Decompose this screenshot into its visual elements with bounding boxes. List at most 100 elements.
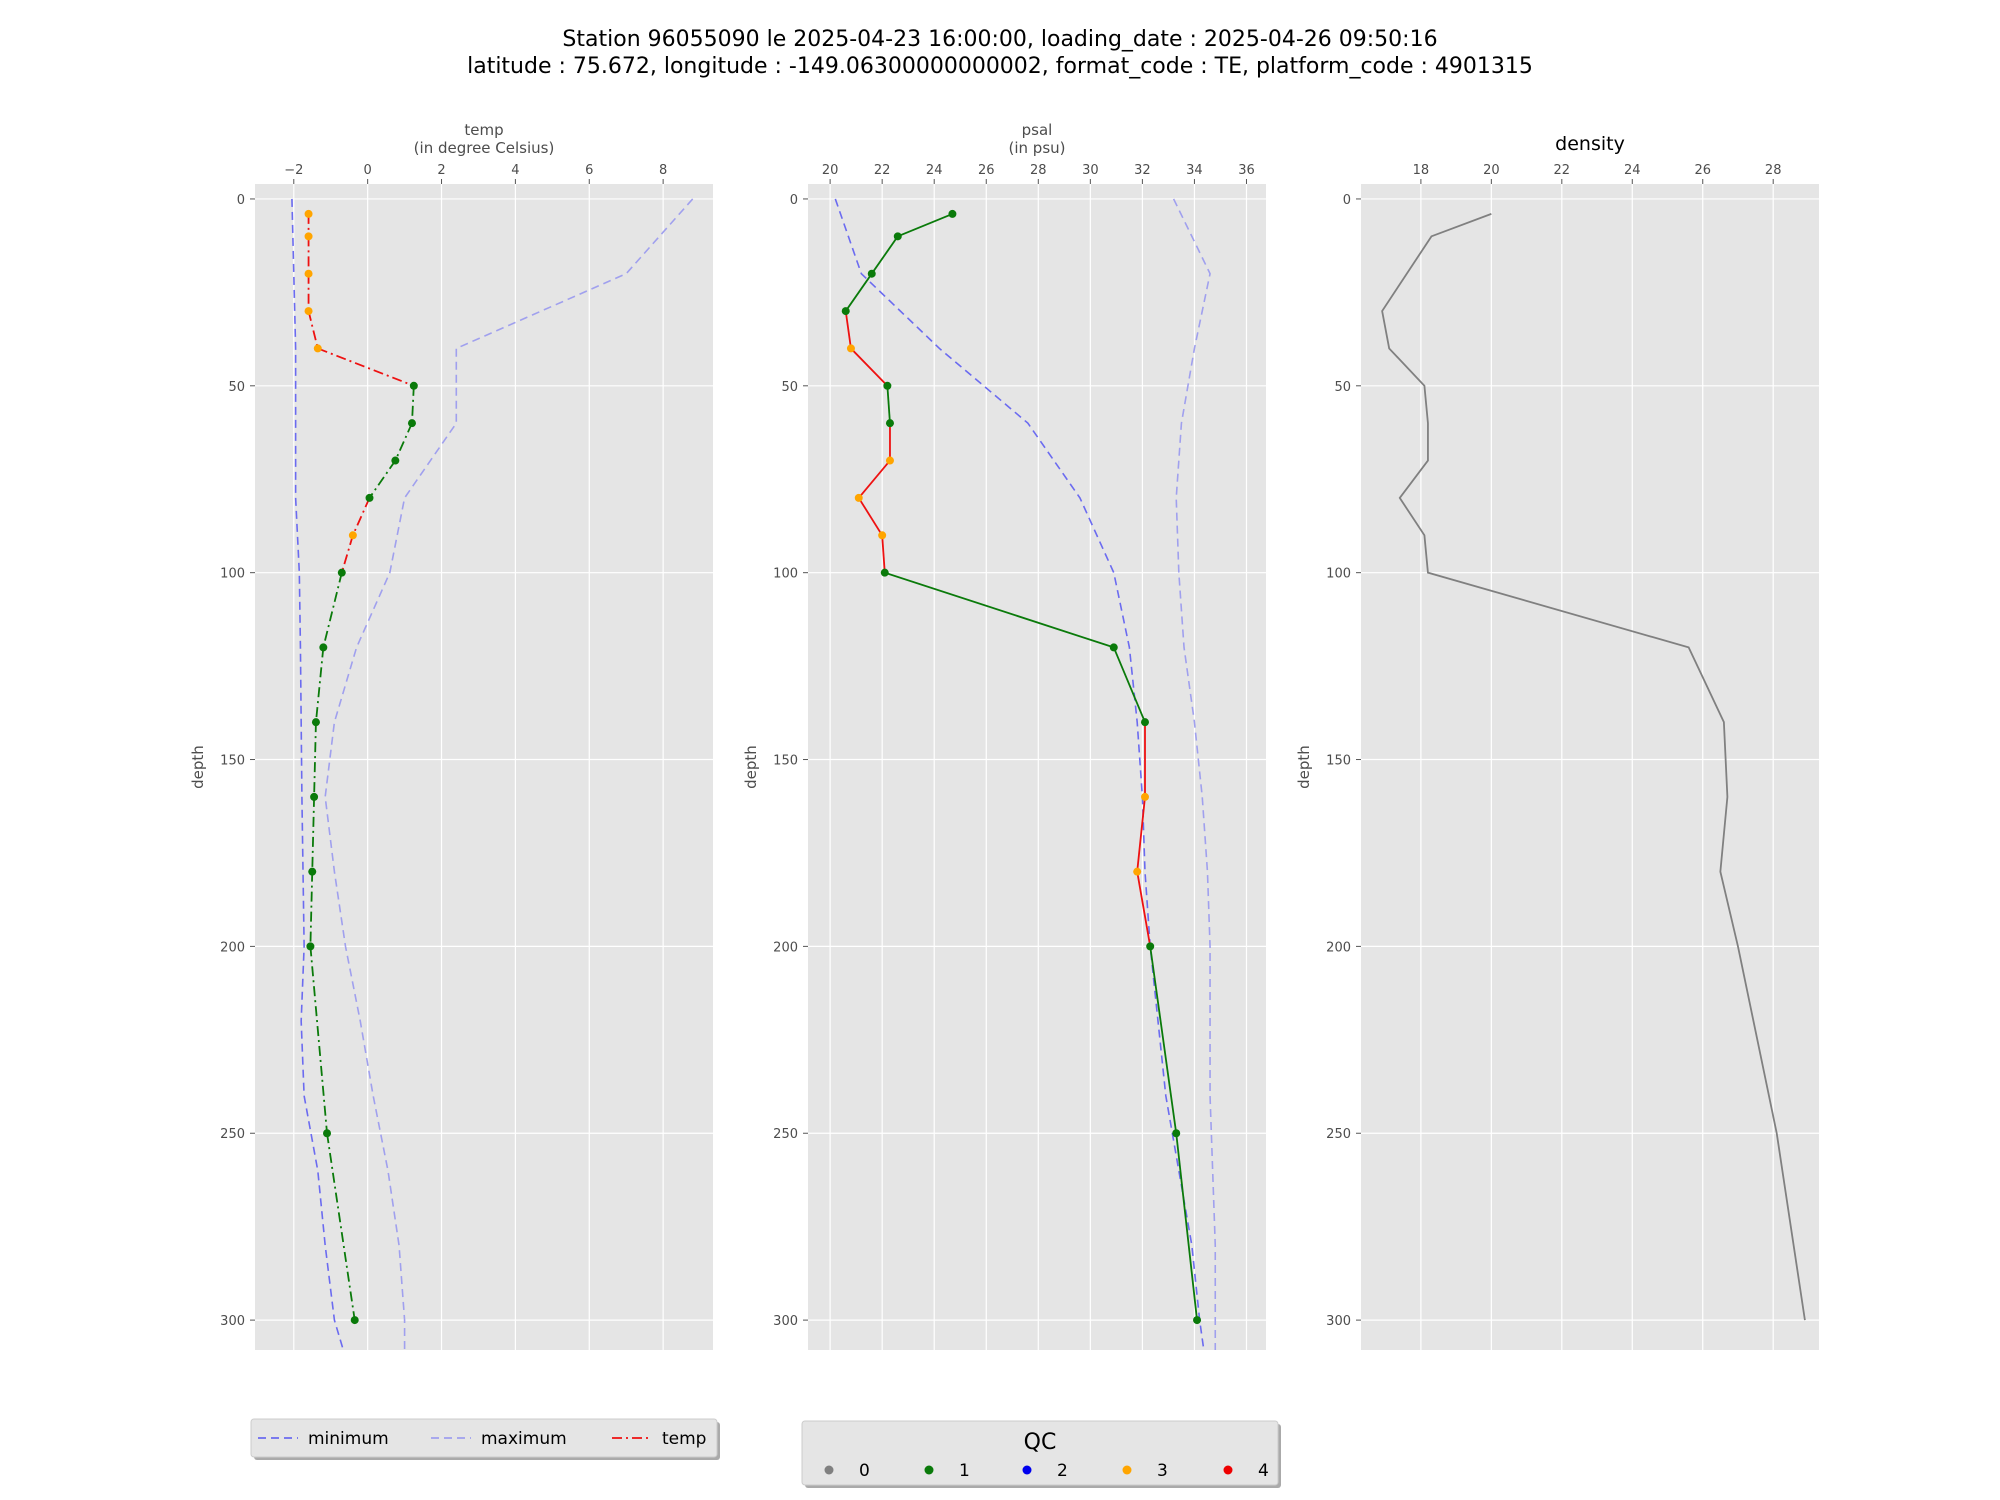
legend-label-qc-0: 0 — [859, 1461, 870, 1481]
data-point — [1133, 867, 1142, 876]
y-tick-label: 150 — [220, 754, 245, 769]
y-tick-label: 200 — [1326, 940, 1351, 955]
y-tick-label: 0 — [790, 193, 798, 208]
data-point — [867, 269, 876, 278]
legend-label-qc-2: 2 — [1057, 1461, 1068, 1481]
y-tick-label: 200 — [773, 940, 798, 955]
x-axis-label: temp — [464, 121, 503, 139]
data-point — [893, 232, 902, 241]
profile-segment — [1136, 871, 1152, 947]
data-point — [1193, 1316, 1202, 1325]
profile-segment — [1149, 946, 1178, 1134]
x-tick-label: 34 — [1186, 163, 1203, 178]
x-axis-unit-label: (in psu) — [1009, 139, 1066, 157]
profile-segment — [1136, 796, 1146, 872]
legend-marker-qc-1 — [924, 1465, 934, 1475]
data-point — [311, 718, 320, 727]
legend-label-qc-4: 4 — [1258, 1461, 1269, 1481]
legend-title: QC — [1024, 1430, 1057, 1455]
x-tick-label: 26 — [1694, 163, 1711, 178]
legend-box — [250, 1418, 718, 1458]
data-point — [365, 493, 374, 502]
y-tick-label: 300 — [773, 1314, 798, 1329]
x-tick-label: 20 — [822, 163, 839, 178]
legend-marker-qc-3 — [1122, 1465, 1132, 1475]
data-point — [1146, 942, 1155, 951]
profile-segment — [857, 497, 883, 536]
x-tick-label: 4 — [511, 163, 519, 178]
x-tick-label: −2 — [284, 163, 303, 178]
legend-qc: QC 0 1 2 3 4 — [801, 1420, 1281, 1488]
y-tick-label: 200 — [220, 940, 245, 955]
y-tick-label: 250 — [1326, 1127, 1351, 1142]
data-point — [948, 209, 957, 218]
profile-segment — [844, 273, 873, 312]
profile-segment — [844, 310, 852, 349]
x-tick-label: 32 — [1134, 163, 1151, 178]
y-tick-label: 300 — [220, 1314, 245, 1329]
figure-title-line-2: latitude : 75.672, longitude : -149.0630… — [467, 54, 1533, 79]
legend-label-qc-1: 1 — [959, 1461, 970, 1481]
y-axis-label: depth — [742, 745, 760, 789]
x-tick-label: 20 — [1483, 163, 1500, 178]
data-point — [304, 232, 313, 241]
data-point — [878, 531, 887, 540]
profile-segment — [411, 385, 415, 424]
y-axis-label: depth — [1295, 745, 1313, 789]
data-point — [308, 867, 317, 876]
profile-segment — [307, 310, 319, 349]
plot-area-psal — [808, 184, 1266, 1350]
profile-segment — [1112, 647, 1146, 723]
profile-segment — [858, 459, 891, 499]
y-tick-label: 50 — [228, 380, 245, 395]
legend-label-qc-3: 3 — [1157, 1461, 1168, 1481]
data-point — [350, 1316, 359, 1325]
profile-segment — [315, 647, 325, 723]
data-point — [885, 419, 894, 428]
legend-marker-qc-0 — [824, 1465, 834, 1475]
legend-lines: minimum maximum temp — [250, 1418, 720, 1460]
y-tick-label: 100 — [220, 567, 245, 582]
profile-segment — [322, 572, 343, 648]
profile-segment — [352, 497, 371, 536]
legend-label-temp: temp — [662, 1429, 706, 1449]
x-axis-label: psal — [1022, 121, 1053, 139]
x-tick-label: 24 — [1624, 163, 1641, 178]
profile-segment — [897, 213, 953, 238]
data-point — [323, 1129, 332, 1138]
x-tick-label: 28 — [1030, 163, 1047, 178]
x-tick-label: 30 — [1082, 163, 1099, 178]
profile-segment — [886, 385, 891, 424]
legend-marker-qc-2 — [1022, 1465, 1032, 1475]
y-tick-label: 0 — [237, 193, 245, 208]
x-tick-label: 8 — [659, 163, 667, 178]
profile-segment — [850, 347, 889, 387]
data-point — [1140, 718, 1149, 727]
plot-content-temp — [291, 198, 694, 1350]
data-point — [348, 531, 357, 540]
data-point — [313, 344, 322, 353]
data-point — [1140, 792, 1149, 801]
y-axis-label: depth — [189, 745, 207, 789]
data-point — [337, 568, 346, 577]
legend-marker-qc-4 — [1223, 1465, 1233, 1475]
profile-segment — [311, 796, 315, 872]
data-point — [841, 307, 850, 316]
density-line — [1381, 213, 1806, 1321]
profile-segment — [394, 422, 413, 461]
legend-label-maximum: maximum — [481, 1429, 567, 1449]
profile-segment — [317, 347, 415, 387]
panel-title: density — [1555, 133, 1625, 155]
y-tick-label: 250 — [773, 1127, 798, 1142]
data-point — [306, 942, 315, 951]
x-tick-label: 22 — [874, 163, 891, 178]
x-tick-label: 24 — [926, 163, 943, 178]
data-point — [880, 568, 889, 577]
x-tick-label: 28 — [1765, 163, 1782, 178]
x-tick-label: 26 — [978, 163, 995, 178]
y-tick-label: 150 — [773, 754, 798, 769]
x-tick-label: 2 — [437, 163, 445, 178]
data-point — [1172, 1129, 1181, 1138]
y-tick-label: 50 — [1334, 380, 1351, 395]
